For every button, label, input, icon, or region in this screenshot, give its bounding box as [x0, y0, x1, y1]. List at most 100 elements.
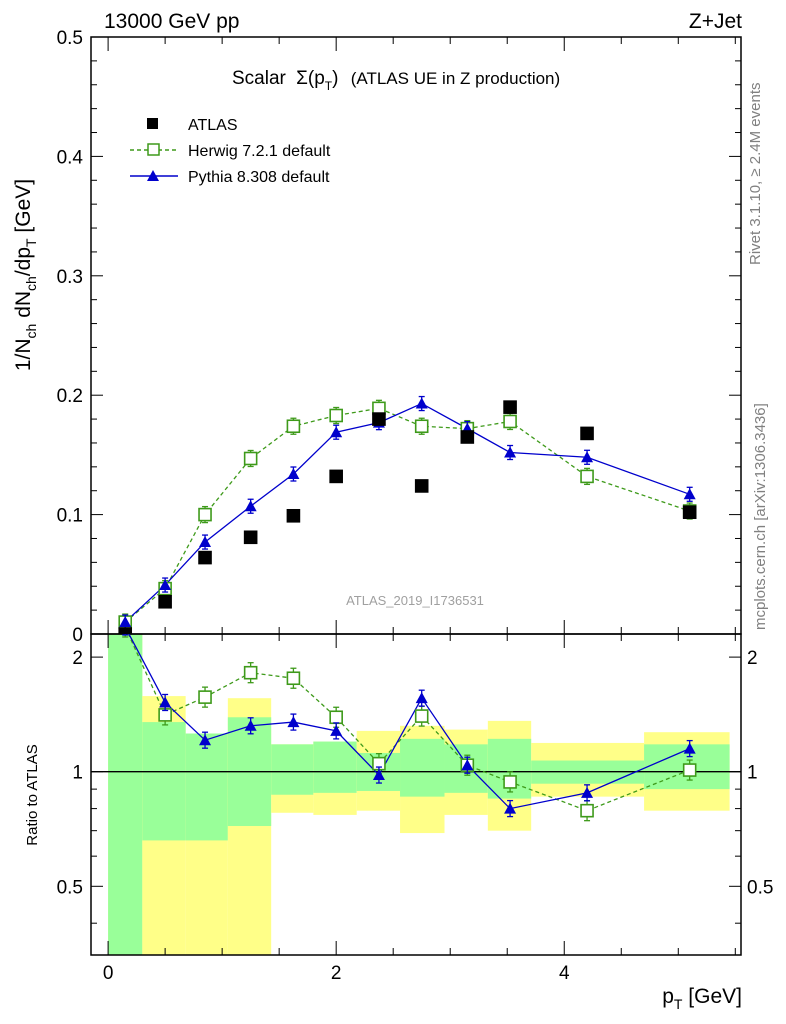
herwig-point [198, 507, 212, 522]
main-y-tick-label: 0.3 [57, 267, 83, 288]
pythia-ratio-point [415, 692, 428, 704]
pythia-point [415, 397, 428, 409]
ratio-band-inner-0 [108, 634, 143, 955]
main-plot-content [118, 395, 697, 634]
main-y-tick-label: 0.2 [57, 386, 83, 407]
analysis-watermark: ATLAS_2019_I1736531 [346, 593, 484, 608]
legend-pythia-marker [147, 170, 159, 181]
legend-item-atlas: ATLAS [147, 117, 238, 134]
ratio-band-inner-5 [313, 741, 357, 793]
atlas-point [503, 400, 517, 414]
legend-herwig-label: Herwig 7.2.1 default [188, 143, 331, 160]
main-y-tick-label: 0.5 [57, 28, 83, 49]
herwig-point [329, 408, 343, 423]
herwig-ratio-point [414, 709, 429, 723]
legend-pythia-label: Pythia 8.308 default [188, 169, 330, 186]
main-axis-ticks: 0 0.1 0.2 0.3 0.4 0.5 [57, 28, 741, 646]
pythia-ratio-point [159, 696, 172, 708]
herwig-point [286, 419, 301, 434]
ratio-y-tick-label-right: 2 [747, 648, 758, 669]
pythia-point [199, 536, 212, 548]
mcplots-label: mcplots.cern.ch [arXiv:1306.3436] [752, 403, 769, 630]
atlas-point [329, 469, 343, 484]
legend-atlas-label: ATLAS [188, 117, 238, 134]
pythia-ratio-line [128, 634, 690, 810]
ratio-band-inner-4 [271, 744, 314, 795]
atlas-point [580, 426, 594, 441]
ratio-plot-frame [90, 633, 742, 956]
plot-title: Scalar Σ(pT) (ATLAS UE in Z production) [232, 68, 560, 93]
pythia-ratio-point [199, 734, 212, 746]
ratio-band-inner-7 [400, 738, 445, 797]
pythia-ratio-point [244, 719, 257, 731]
process-label: Z+Jet [689, 10, 742, 33]
title-sub: T [325, 79, 333, 93]
ratio-y-tick-label: 0.5 [57, 877, 83, 898]
ratio-band-inner-2 [185, 733, 228, 841]
x-tick-label: 4 [559, 963, 570, 984]
pythia-ratio-point [461, 759, 474, 771]
herwig-point [580, 469, 594, 484]
title-symbol: Σ(p [296, 68, 325, 89]
herwig-point [503, 414, 517, 429]
ratio-y-axis-label: Ratio to ATLAS [24, 744, 41, 845]
pythia-point [287, 468, 300, 480]
ratio-y-tick-label-right: 1 [747, 763, 758, 784]
legend-item-pythia: Pythia 8.308 default [130, 169, 330, 186]
pythia-ratio-point [683, 742, 696, 754]
atlas-point [198, 550, 212, 565]
legend-herwig-marker [147, 143, 160, 156]
title-prefix: Scalar [232, 68, 287, 89]
atlas-point [372, 412, 386, 426]
energy-label: 13000 GeV pp [104, 10, 239, 33]
ratio-uncertainty-bands [108, 634, 730, 955]
main-y-tick-label: 0 [72, 625, 83, 646]
pythia-ratio-point [581, 786, 594, 798]
pythia-point [504, 446, 517, 458]
legend-atlas-marker [147, 118, 158, 129]
herwig-ratio-line [127, 634, 690, 812]
title-suffix: ) [332, 68, 338, 89]
herwig-ratio-point [243, 665, 258, 680]
pythia-point [581, 451, 594, 463]
legend-item-herwig: Herwig 7.2.1 default [130, 143, 331, 160]
herwig-point [243, 451, 258, 466]
pythia-ratio-point [504, 802, 517, 814]
herwig-ratio-point [198, 690, 212, 704]
pythia-point [330, 426, 343, 438]
herwig-point [414, 419, 429, 434]
herwig-ratio-point [580, 803, 594, 818]
main-y-tick-label: 0.4 [57, 147, 84, 168]
pythia-ratio-point [372, 769, 385, 781]
atlas-point [243, 530, 258, 545]
x-tick-label: 2 [331, 963, 342, 984]
ratio-y-tick-label: 2 [72, 648, 83, 669]
ratio-axis-ticks: 0.5 0.5 1 1 2 2 0 2 4 [57, 634, 773, 984]
herwig-ratio-point [503, 775, 517, 789]
herwig-ratio-point [329, 710, 343, 725]
atlas-point [286, 508, 301, 523]
herwig-ratio-point [682, 763, 697, 777]
ratio-plot-content [122, 634, 697, 822]
pythia-point [119, 616, 132, 628]
atlas-point [414, 479, 429, 493]
pythia-point [159, 579, 172, 591]
ratio-y-tick-label: 1 [72, 763, 83, 784]
pythia-point [244, 500, 257, 512]
pythia-point [683, 488, 696, 500]
pythia-ratio-point [330, 724, 343, 736]
atlas-point [158, 594, 172, 609]
ratio-band-inner-1 [142, 722, 186, 841]
herwig-line [124, 407, 690, 623]
herwig-ratio-point [286, 671, 301, 686]
atlas-point [460, 430, 475, 444]
main-y-tick-label: 0.1 [57, 506, 83, 527]
rivet-label: Rivet 3.1.10, ≥ 2.4M events [747, 83, 764, 266]
pythia-ratio-point [287, 716, 300, 728]
title-description: (ATLAS UE in Z production) [351, 69, 560, 88]
x-axis-label: pT [GeV] [662, 985, 742, 1012]
legend: ATLAS Herwig 7.2.1 default Pythia 8.308 … [130, 117, 331, 186]
main-y-axis-label: 1/Nch dNch/dpT [GeV] [12, 179, 39, 371]
atlas-point [118, 627, 133, 634]
